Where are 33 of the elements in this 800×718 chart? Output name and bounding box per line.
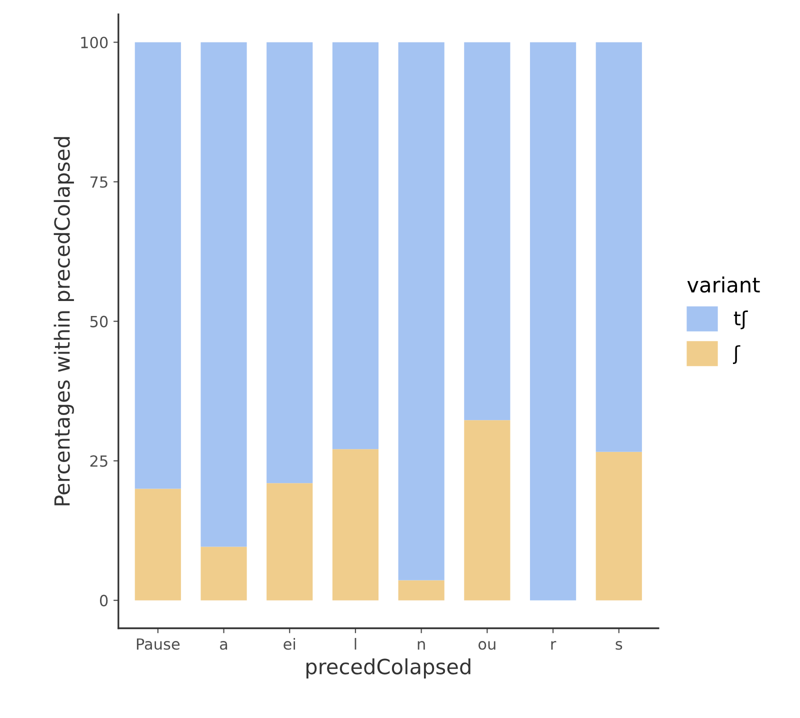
- bar: [332, 42, 379, 450]
- bar: [200, 546, 247, 600]
- bar: [134, 42, 181, 489]
- x-tick-label: r: [551, 641, 556, 650]
- legend-label: tʃ: [734, 310, 748, 330]
- bar: [266, 483, 313, 600]
- y-tick-label: 25: [90, 455, 108, 467]
- x-tick-label: ou: [478, 641, 496, 650]
- x-tick-label: n: [418, 641, 425, 650]
- y-tick-label: 75: [90, 176, 108, 188]
- y-tick-label: 100: [81, 36, 108, 48]
- y-tick-label: 50: [90, 316, 108, 328]
- bar: [596, 452, 642, 600]
- bar: [398, 42, 444, 580]
- legend-title: variant: [687, 276, 760, 293]
- legend-label: ʃ: [732, 345, 740, 364]
- bar: [398, 580, 444, 600]
- bar: [266, 42, 313, 484]
- bar: [332, 449, 379, 600]
- x-tick-label: ei: [284, 638, 296, 650]
- bar: [464, 42, 510, 420]
- bar: [464, 420, 510, 600]
- x-tick-label: l: [354, 638, 356, 650]
- x-tick-label: s: [616, 641, 622, 650]
- bar: [134, 488, 181, 600]
- bar: [530, 42, 576, 600]
- y-tick-label: 0: [100, 594, 108, 606]
- bar: [200, 42, 247, 547]
- bar: [596, 42, 642, 452]
- x-tick-label: a: [220, 641, 228, 650]
- x-axis-title: precedColapsed: [306, 658, 470, 678]
- x-tick-label: Pause: [136, 638, 180, 650]
- y-axis-title: Percentages within precedColapsed: [54, 137, 74, 506]
